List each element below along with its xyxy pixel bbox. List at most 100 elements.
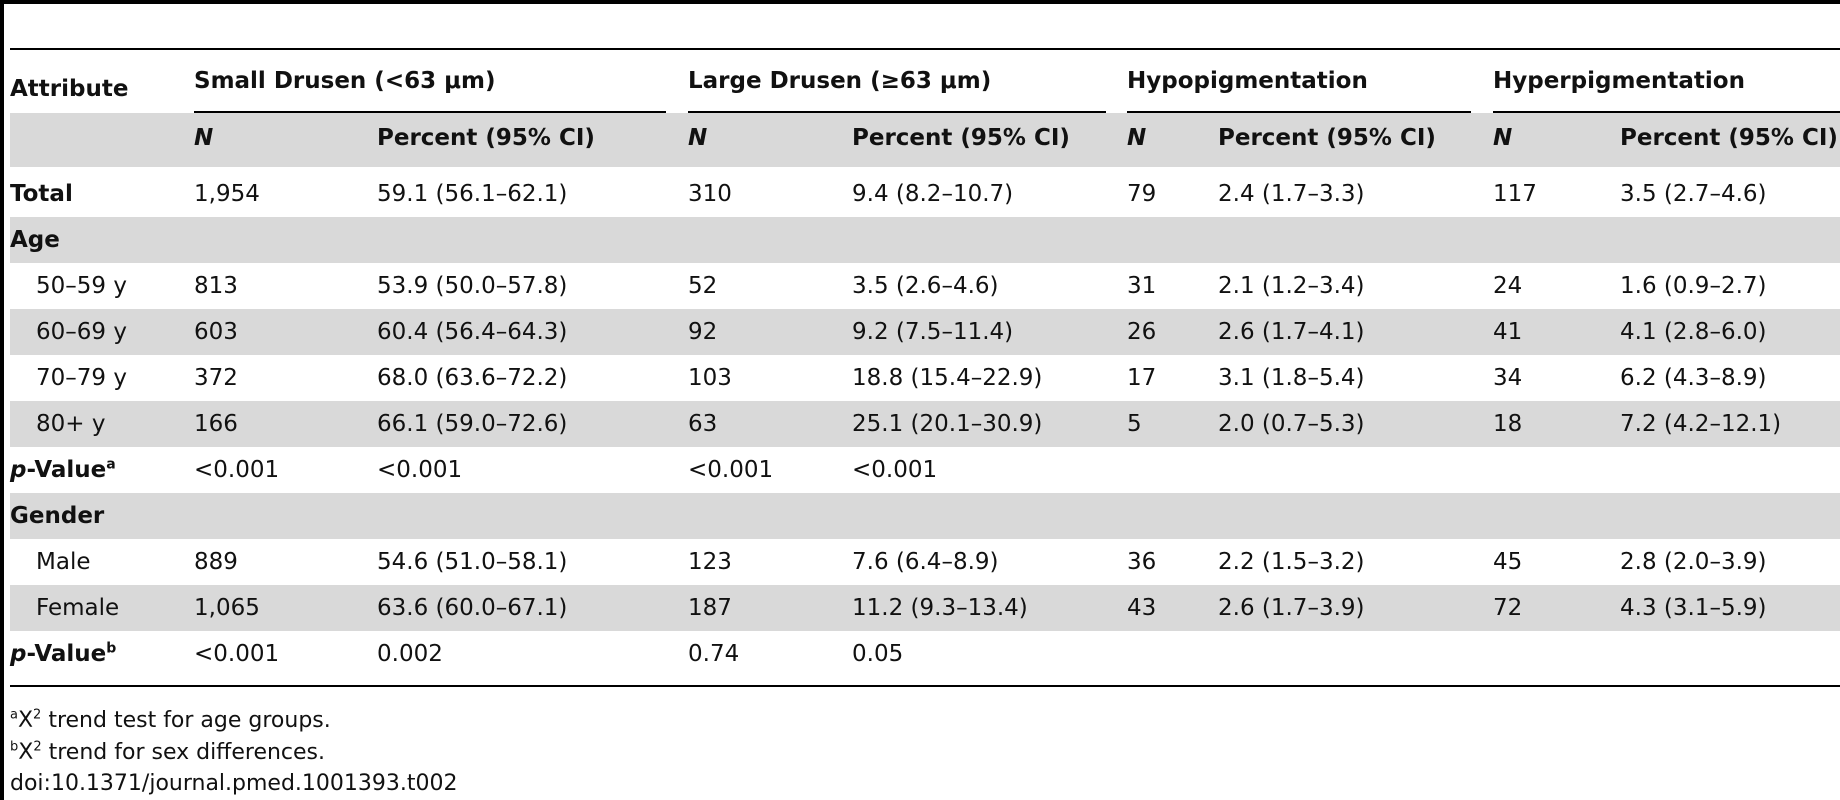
cell-n-hyper: 41: [1493, 319, 1523, 345]
cell-percent-large: 18.8 (15.4–22.9): [852, 365, 1043, 391]
cell-percent-large: 9.4 (8.2–10.7): [852, 181, 1014, 207]
cell-n-hypo: 43: [1127, 595, 1157, 621]
cell-n-small: 1,065: [194, 595, 260, 621]
table-bottom-rule: [10, 685, 1840, 687]
row-label: Female: [36, 595, 120, 621]
cell-n-hyper: 24: [1493, 273, 1523, 299]
cell-n-hypo: 36: [1127, 549, 1157, 575]
row-label: Gender: [10, 503, 105, 529]
squared-mark: 2: [33, 739, 42, 755]
row-label: Male: [36, 549, 91, 575]
value-word: -Value: [26, 457, 107, 483]
p-letter: p: [10, 641, 27, 667]
footnote-mark: a: [10, 707, 18, 723]
cell-percent-small: 63.6 (60.0–67.1): [377, 595, 568, 621]
cell-n-large: 103: [688, 365, 732, 391]
cell-n-small: 372: [194, 365, 238, 391]
subheader-row: N Percent (95% CI) N Percent (95% CI) N …: [10, 113, 1840, 167]
doi-text: doi:10.1371/journal.pmed.1001393.t002: [10, 771, 458, 796]
cell-percent-hyper: 6.2 (4.3–8.9): [1620, 365, 1767, 391]
cell-n-hypo: 17: [1127, 365, 1157, 391]
row-label: p-Valueb: [10, 631, 116, 677]
footnote-text: trend for sex differences.: [41, 740, 326, 765]
cell-percent-hyper: 3.5 (2.7–4.6): [1620, 181, 1767, 207]
table-row: 50–59 y 813 53.9 (50.0–57.8) 52 3.5 (2.6…: [10, 263, 1840, 309]
attribute-header: Attribute: [10, 76, 129, 102]
footnote-text: trend test for age groups.: [41, 708, 331, 733]
footnote-marker: b: [106, 640, 117, 657]
cell-percent-small: 59.1 (56.1–62.1): [377, 181, 568, 207]
table-row: Total 1,954 59.1 (56.1–62.1) 310 9.4 (8.…: [10, 171, 1840, 217]
cell-percent-hypo: 2.2 (1.5–3.2): [1218, 549, 1365, 575]
table-row: Female 1,065 63.6 (60.0–67.1) 187 11.2 (…: [10, 585, 1840, 631]
table-row: 70–79 y 372 68.0 (63.6–72.2) 103 18.8 (1…: [10, 355, 1840, 401]
group-header-small-drusen: Small Drusen (<63 μm): [194, 68, 496, 94]
top-border: [0, 0, 1840, 4]
row-label: 80+ y: [36, 411, 106, 437]
chi-symbol: Χ: [17, 708, 34, 733]
cell-percent-hypo: 2.1 (1.2–3.4): [1218, 273, 1365, 299]
cell-n-large: 92: [688, 319, 718, 345]
row-label: 60–69 y: [36, 319, 127, 345]
group-header-hyperpigmentation: Hyperpigmentation: [1493, 68, 1745, 94]
group-rule-hypopigmentation: [1127, 111, 1471, 113]
subheader-n-hyper: N: [1493, 125, 1513, 151]
footnote-mark: b: [10, 739, 19, 755]
cell-percent-small: 0.002: [377, 641, 443, 667]
row-label: Total: [10, 181, 73, 207]
row-label: 50–59 y: [36, 273, 127, 299]
cell-percent-hyper: 4.3 (3.1–5.9): [1620, 595, 1767, 621]
cell-n-large: 123: [688, 549, 732, 575]
table-row: Age: [10, 217, 1840, 263]
chi-symbol: Χ: [18, 740, 34, 765]
cell-n-hyper: 18: [1493, 411, 1523, 437]
squared-mark: 2: [33, 707, 42, 723]
subheader-n-small: N: [194, 125, 214, 151]
value-word: -Value: [26, 641, 107, 667]
cell-percent-large: 25.1 (20.1–30.9): [852, 411, 1043, 437]
left-border: [0, 0, 4, 800]
table-row: p-Valueb <0.001 0.002 0.74 0.05: [10, 631, 1840, 677]
footnote-a: aΧ2 trend test for age groups.: [10, 706, 331, 736]
cell-n-large: 52: [688, 273, 718, 299]
cell-n-hypo: 79: [1127, 181, 1157, 207]
cell-percent-hypo: 2.6 (1.7–3.9): [1218, 595, 1365, 621]
cell-n-hyper: 117: [1493, 181, 1537, 207]
subheader-n-hypo: N: [1127, 125, 1147, 151]
cell-percent-large: 3.5 (2.6–4.6): [852, 273, 999, 299]
cell-percent-small: <0.001: [377, 457, 463, 483]
row-label: Age: [10, 227, 60, 253]
group-header-hypopigmentation: Hypopigmentation: [1127, 68, 1368, 94]
cell-n-large: 63: [688, 411, 718, 437]
cell-percent-hypo: 3.1 (1.8–5.4): [1218, 365, 1365, 391]
cell-percent-small: 60.4 (56.4–64.3): [377, 319, 568, 345]
cell-n-hypo: 5: [1127, 411, 1142, 437]
group-rule-large-drusen: [688, 111, 1106, 113]
cell-percent-large: 9.2 (7.5–11.4): [852, 319, 1014, 345]
subheader-percent-large: Percent (95% CI): [852, 125, 1070, 151]
cell-n-hyper: 72: [1493, 595, 1523, 621]
cell-percent-hypo: 2.0 (0.7–5.3): [1218, 411, 1365, 437]
p-letter: p: [10, 457, 27, 483]
subheader-percent-hyper: Percent (95% CI): [1620, 125, 1838, 151]
cell-n-large: 310: [688, 181, 732, 207]
group-rule-small-drusen: [194, 111, 666, 113]
row-label: p-Valuea: [10, 447, 116, 493]
cell-percent-small: 68.0 (63.6–72.2): [377, 365, 568, 391]
cell-n-small: 813: [194, 273, 238, 299]
cell-n-small: 603: [194, 319, 238, 345]
cell-percent-hyper: 7.2 (4.2–12.1): [1620, 411, 1782, 437]
cell-percent-large: 0.05: [852, 641, 904, 667]
footnote-marker: a: [106, 456, 116, 473]
cell-percent-hyper: 2.8 (2.0–3.9): [1620, 549, 1767, 575]
cell-percent-small: 54.6 (51.0–58.1): [377, 549, 568, 575]
cell-n-hyper: 34: [1493, 365, 1523, 391]
row-label: 70–79 y: [36, 365, 127, 391]
cell-n-hypo: 26: [1127, 319, 1157, 345]
subheader-percent-hypo: Percent (95% CI): [1218, 125, 1436, 151]
table-row: 80+ y 166 66.1 (59.0–72.6) 63 25.1 (20.1…: [10, 401, 1840, 447]
cell-percent-small: 53.9 (50.0–57.8): [377, 273, 568, 299]
cell-n-large: 187: [688, 595, 732, 621]
table-row: 60–69 y 603 60.4 (56.4–64.3) 92 9.2 (7.5…: [10, 309, 1840, 355]
cell-n-small: <0.001: [194, 457, 280, 483]
